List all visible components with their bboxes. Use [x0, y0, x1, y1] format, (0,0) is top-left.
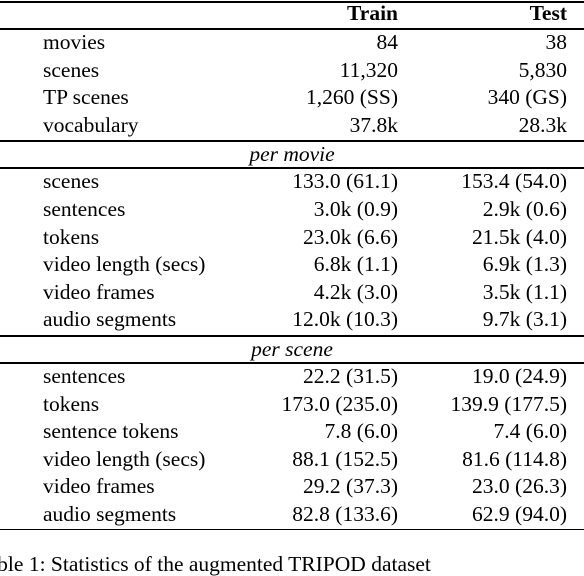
header-rule: [0, 28, 584, 30]
cell: 11,320: [339, 57, 398, 82]
section-rule: [0, 167, 584, 169]
cell: 23.0k (6.6): [303, 224, 398, 249]
bottom-rule: [0, 528, 584, 531]
section-rule: [0, 362, 584, 364]
cell: 29.2 (37.3): [303, 474, 398, 499]
cell: 340 (GS): [487, 85, 567, 110]
cell: 23.0 (26.3): [472, 474, 567, 499]
cell: 62.9 (94.0): [472, 502, 567, 526]
row-label: sentences: [43, 364, 126, 388]
row-label: movies: [43, 30, 106, 54]
column-header: Train: [347, 1, 398, 25]
cell: 2.9k (0.6): [482, 197, 567, 221]
cell: 6.9k (1.3): [482, 252, 567, 277]
column-header: Test: [529, 1, 567, 25]
row-label: scenes: [43, 169, 100, 194]
cell: 84: [376, 30, 399, 54]
cell: 5,830: [518, 57, 567, 82]
cell: 22.2 (31.5): [303, 364, 398, 388]
cell: 21.5k (4.0): [472, 224, 567, 249]
row-label: video length (secs): [43, 252, 206, 277]
row-label: tokens: [43, 224, 100, 249]
cell: 1,260 (SS): [306, 85, 398, 110]
cell: 7.8 (6.0): [324, 419, 398, 444]
cell: 3.5k (1.1): [482, 279, 567, 304]
cell: 173.0 (235.0): [281, 391, 398, 416]
section-title: per scene: [251, 337, 333, 361]
row-label: vocabulary: [43, 112, 139, 137]
top-rule: [0, 1, 584, 3]
cell: 81.6 (114.8): [462, 446, 567, 471]
row-label: video frames: [43, 279, 155, 304]
cell: 12.0k (10.3): [292, 307, 398, 332]
row-label: TP scenes: [43, 85, 129, 110]
row-label: tokens: [43, 391, 100, 416]
cell: 6.8k (1.1): [313, 252, 398, 277]
cell: 139.9 (177.5): [450, 391, 567, 416]
cell: 4.2k (3.0): [313, 279, 398, 304]
section-title: per movie: [249, 142, 335, 167]
cell: 82.8 (133.6): [292, 502, 398, 526]
row-label: sentences: [43, 197, 126, 221]
cell: 133.0 (61.1): [292, 169, 398, 194]
cell: 3.0k (0.9): [313, 197, 398, 221]
row-label: video length (secs): [43, 446, 206, 471]
row-label: sentence tokens: [43, 419, 179, 444]
cell: 153.4 (54.0): [461, 169, 567, 194]
row-label: audio segments: [43, 502, 177, 526]
section-rule: [0, 140, 584, 142]
cell: 37.8k: [349, 112, 398, 137]
cell: 9.7k (3.1): [482, 307, 567, 332]
section-rule: [0, 335, 584, 337]
cell: 38: [545, 30, 568, 54]
caption: Table 1: Statistics of the augmented TRI…: [0, 551, 431, 576]
row-label: video frames: [43, 474, 155, 499]
cell: 28.3k: [518, 112, 567, 137]
cell: 88.1 (152.5): [292, 446, 398, 471]
row-label: scenes: [43, 57, 100, 82]
cell: 19.0 (24.9): [472, 364, 567, 388]
row-label: audio segments: [43, 307, 177, 332]
cell: 7.4 (6.0): [493, 419, 567, 444]
